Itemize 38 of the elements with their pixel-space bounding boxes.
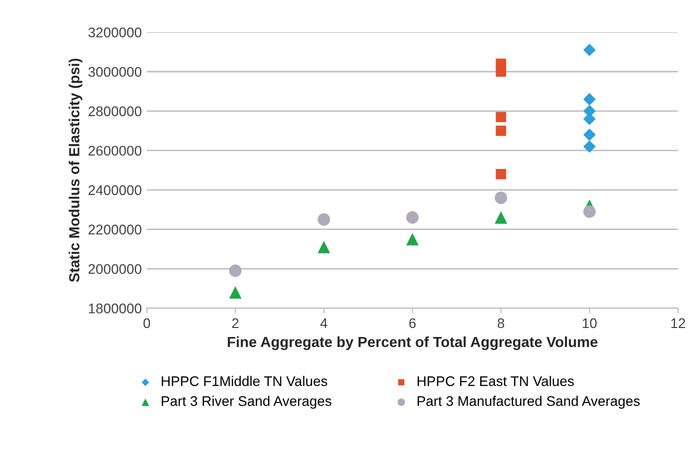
- point: [583, 140, 596, 153]
- point: [494, 192, 508, 204]
- point: [583, 44, 596, 56]
- point: [496, 168, 506, 180]
- x-tick-label: 8: [498, 318, 504, 328]
- x-tick-label: 12: [671, 318, 686, 328]
- legend-label: HPPC F2 East TN Values: [418, 376, 574, 386]
- y-tick-label: 2800000: [88, 106, 142, 116]
- y-tick-label: 2400000: [88, 185, 142, 196]
- x-axis-title: Fine Aggregate by Percent of Total Aggregate Volume: [228, 336, 598, 350]
- point: [318, 213, 330, 226]
- y-tick-label: 2000000: [88, 264, 142, 274]
- y-tick-label: 2600000: [88, 146, 142, 156]
- point: [583, 128, 596, 141]
- x-tick-label: 0: [143, 318, 150, 328]
- point: [583, 205, 596, 218]
- legend-label: Part 3 River Sand Averages: [162, 396, 332, 409]
- x-tick-label: 4: [320, 318, 328, 328]
- point: [229, 264, 242, 277]
- y-tick-label: 3200000: [88, 28, 142, 38]
- point: [496, 66, 506, 77]
- y-tick-label: 1800000: [88, 304, 142, 314]
- point: [406, 232, 419, 246]
- point: [318, 240, 330, 254]
- point: [496, 126, 506, 136]
- x-tick-label: 10: [582, 318, 597, 328]
- y-axis-title: Static Modulus of Elasticity (psi): [68, 58, 82, 282]
- legend-label: Part 3 Manufactured Sand Averages: [418, 396, 640, 409]
- y-tick-label: 3000000: [88, 66, 142, 77]
- legend-label: HPPC F1Middle TN Values: [162, 376, 328, 386]
- point: [496, 112, 506, 122]
- x-tick-label: 6: [409, 318, 416, 328]
- y-tick-label: 2200000: [88, 224, 142, 235]
- point: [583, 93, 596, 106]
- point: [494, 211, 508, 224]
- x-tick-label: 2: [232, 318, 238, 328]
- point: [406, 211, 419, 224]
- point: [229, 286, 242, 299]
